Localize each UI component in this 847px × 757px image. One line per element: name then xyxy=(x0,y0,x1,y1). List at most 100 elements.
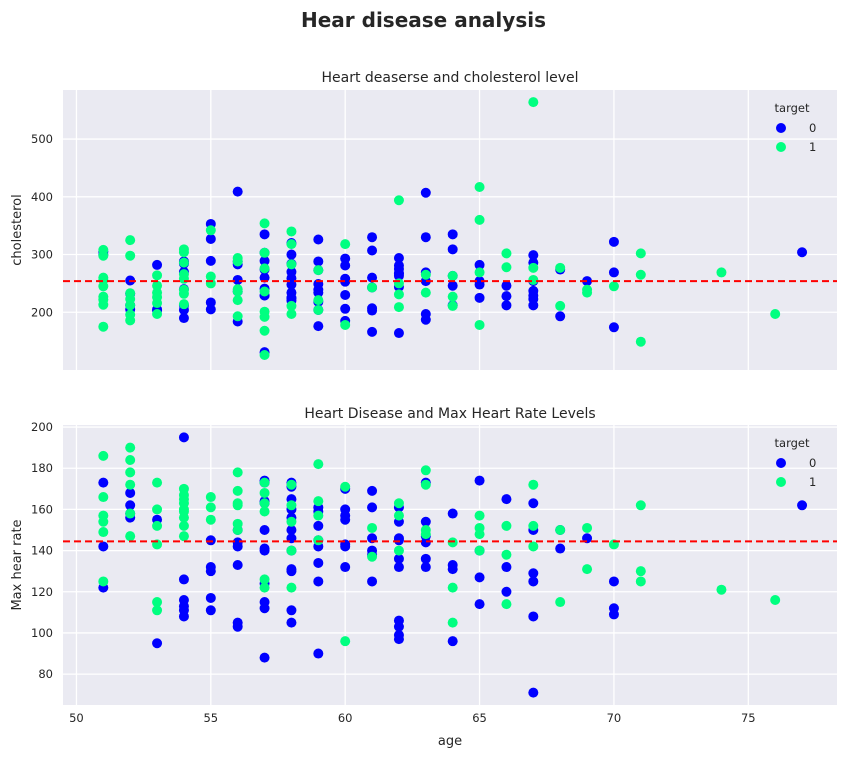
scatter-point-target-1 xyxy=(340,239,351,250)
scatter-point-target-1 xyxy=(98,321,109,332)
cholesterol-legend: target 0 1 xyxy=(775,101,817,154)
scatter-point-target-1 xyxy=(582,564,593,575)
scatter-point-target-1 xyxy=(635,336,646,347)
scatter-point-target-0 xyxy=(420,314,431,325)
cholesterol-y-tick-label: 300 xyxy=(31,248,53,262)
scatter-point-target-0 xyxy=(98,477,109,488)
scatter-point-target-1 xyxy=(98,527,109,538)
cholesterol-plot-area xyxy=(63,90,837,370)
scatter-point-target-1 xyxy=(205,271,216,282)
scatter-point-target-1 xyxy=(232,295,243,306)
scatter-point-target-0 xyxy=(528,568,539,579)
scatter-point-target-0 xyxy=(259,545,270,556)
scatter-point-target-1 xyxy=(501,248,512,259)
max-heart-rate-scatter-panel: Heart Disease and Max Heart Rate Levels … xyxy=(10,406,837,749)
scatter-point-target-1 xyxy=(152,298,163,309)
scatter-point-target-1 xyxy=(232,256,243,267)
scatter-point-target-1 xyxy=(501,262,512,273)
scatter-point-target-0 xyxy=(582,276,593,287)
max-heart-rate-x-tick-label: 70 xyxy=(607,711,622,725)
scatter-point-target-0 xyxy=(178,432,189,443)
cholesterol-y-tick-label: 400 xyxy=(31,190,53,204)
scatter-point-target-0 xyxy=(205,566,216,577)
scatter-point-target-1 xyxy=(474,545,485,556)
cholesterol-y-tick-label: 200 xyxy=(31,305,53,319)
scatter-point-target-1 xyxy=(635,576,646,587)
scatter-point-target-1 xyxy=(205,492,216,503)
scatter-point-target-0 xyxy=(367,326,378,337)
scatter-point-target-1 xyxy=(582,287,593,298)
scatter-point-target-1 xyxy=(259,286,270,297)
scatter-point-target-1 xyxy=(716,584,727,595)
scatter-point-target-0 xyxy=(205,592,216,603)
scatter-point-target-1 xyxy=(420,465,431,476)
max-heart-rate-x-tick-label: 55 xyxy=(203,711,218,725)
scatter-point-target-0 xyxy=(393,562,404,573)
scatter-point-target-0 xyxy=(259,652,270,663)
scatter-point-target-1 xyxy=(716,267,727,278)
scatter-point-target-0 xyxy=(447,280,458,291)
legend-label-target-1: 1 xyxy=(809,475,816,489)
scatter-point-target-1 xyxy=(259,247,270,258)
scatter-point-target-0 xyxy=(420,232,431,243)
scatter-point-target-1 xyxy=(313,304,324,315)
scatter-point-target-1 xyxy=(393,278,404,289)
scatter-point-target-1 xyxy=(98,576,109,587)
scatter-point-target-1 xyxy=(232,286,243,297)
scatter-point-target-1 xyxy=(152,520,163,531)
scatter-point-target-1 xyxy=(501,520,512,531)
scatter-point-target-1 xyxy=(152,477,163,488)
scatter-point-target-0 xyxy=(555,311,566,322)
scatter-point-target-0 xyxy=(286,566,297,577)
scatter-point-target-0 xyxy=(125,487,136,498)
scatter-point-target-0 xyxy=(367,576,378,587)
scatter-point-target-1 xyxy=(340,636,351,647)
scatter-point-target-1 xyxy=(152,280,163,291)
scatter-point-target-0 xyxy=(286,605,297,616)
scatter-point-target-1 xyxy=(286,259,297,270)
scatter-point-target-1 xyxy=(178,299,189,310)
scatter-point-target-0 xyxy=(340,514,351,525)
max-heart-rate-y-tick-label: 180 xyxy=(31,461,53,475)
scatter-point-target-1 xyxy=(178,247,189,258)
scatter-point-target-0 xyxy=(152,259,163,270)
scatter-point-target-0 xyxy=(797,500,808,511)
scatter-point-target-0 xyxy=(528,250,539,261)
scatter-point-target-1 xyxy=(205,278,216,289)
scatter-point-target-1 xyxy=(286,239,297,250)
scatter-point-target-1 xyxy=(259,218,270,229)
scatter-point-target-1 xyxy=(125,315,136,326)
scatter-point-target-0 xyxy=(528,687,539,698)
scatter-point-target-0 xyxy=(340,260,351,271)
scatter-point-target-0 xyxy=(232,274,243,285)
scatter-point-target-0 xyxy=(474,259,485,270)
max-heart-rate-y-tick-label: 100 xyxy=(31,626,53,640)
scatter-point-target-1 xyxy=(608,281,619,292)
scatter-point-target-0 xyxy=(501,586,512,597)
scatter-point-target-1 xyxy=(501,599,512,610)
scatter-point-target-1 xyxy=(420,269,431,280)
scatter-point-target-1 xyxy=(393,289,404,300)
max-heart-rate-points xyxy=(98,432,808,698)
scatter-point-target-1 xyxy=(205,514,216,525)
scatter-point-target-1 xyxy=(474,267,485,278)
scatter-point-target-1 xyxy=(178,531,189,542)
scatter-point-target-0 xyxy=(608,609,619,620)
scatter-point-target-0 xyxy=(259,255,270,266)
cholesterol-panel-title: Heart deaserse and cholesterol level xyxy=(322,70,579,86)
scatter-point-target-0 xyxy=(313,256,324,267)
scatter-point-target-1 xyxy=(125,508,136,519)
scatter-point-target-1 xyxy=(393,195,404,206)
scatter-point-target-0 xyxy=(205,233,216,244)
scatter-point-target-0 xyxy=(474,572,485,583)
scatter-point-target-0 xyxy=(232,560,243,570)
scatter-point-target-1 xyxy=(232,525,243,535)
scatter-point-target-0 xyxy=(528,498,539,509)
scatter-point-target-0 xyxy=(232,186,243,197)
scatter-point-target-1 xyxy=(474,214,485,225)
scatter-point-target-1 xyxy=(340,319,351,330)
scatter-point-target-0 xyxy=(393,621,404,632)
scatter-point-target-0 xyxy=(797,247,808,258)
scatter-point-target-1 xyxy=(98,492,109,503)
scatter-point-target-1 xyxy=(259,349,270,360)
